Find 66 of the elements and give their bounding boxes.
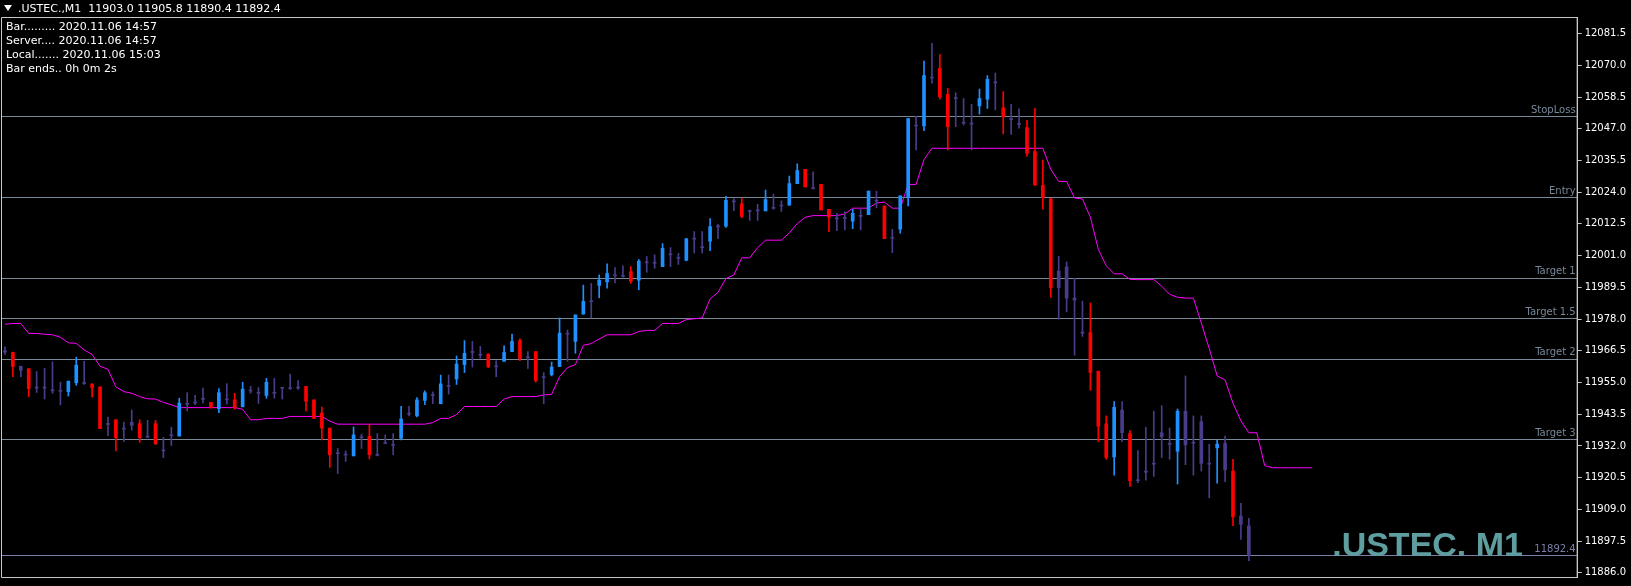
y-tick-label: 11932.0 xyxy=(1584,439,1627,451)
candlestick xyxy=(391,433,396,456)
ref-line-label: StopLoss xyxy=(1530,103,1576,115)
candlestick xyxy=(106,416,110,437)
y-tick-label: 11989.5 xyxy=(1584,280,1627,292)
candlestick xyxy=(1151,410,1156,477)
y-tick-label: 12058.5 xyxy=(1584,90,1627,102)
y-tick-label: 11943.5 xyxy=(1584,407,1627,419)
candlestick xyxy=(1144,426,1148,481)
candlestick xyxy=(1239,503,1243,540)
candlestick xyxy=(890,229,895,253)
ref-line-label: Target 1.5 xyxy=(1524,305,1576,317)
candlestick xyxy=(621,265,625,278)
candlestick xyxy=(644,256,649,273)
candlestick xyxy=(288,373,293,390)
candlestick xyxy=(613,267,617,284)
y-tick-label: 11886.0 xyxy=(1584,566,1627,578)
y-tick-label: 11966.5 xyxy=(1584,344,1627,356)
y-tick-label: 11920.5 xyxy=(1584,471,1627,483)
candlestick xyxy=(335,448,340,474)
ref-line-label: Entry xyxy=(1549,184,1576,196)
candlestick xyxy=(407,405,411,417)
annotation: Server.... 2020.11.06 14:57 xyxy=(6,34,158,48)
candlestick xyxy=(953,92,958,128)
candlestick xyxy=(747,209,752,221)
candlestick xyxy=(1215,439,1219,484)
candlestick xyxy=(129,409,134,431)
y-tick-label: 12024.0 xyxy=(1584,185,1627,197)
y-tick-label: 11955.0 xyxy=(1584,376,1627,388)
y-tick-label: 12070.0 xyxy=(1584,58,1627,70)
y-tick-label: 12012.5 xyxy=(1584,217,1627,229)
annotation: Bar ends.. 0h 0m 2s xyxy=(6,62,118,76)
candlestick xyxy=(1001,91,1006,135)
y-tick-label: 11909.0 xyxy=(1584,503,1627,515)
y-tick-label: 12035.5 xyxy=(1584,154,1627,166)
candlestick xyxy=(280,386,285,400)
candlestick xyxy=(1207,443,1212,499)
y-tick-label: 12001.0 xyxy=(1584,249,1627,261)
candlestick xyxy=(494,360,499,378)
candlestick xyxy=(1159,405,1164,458)
ref-line-label: Target 2 xyxy=(1534,346,1576,358)
candlestick xyxy=(842,211,847,231)
candlestick xyxy=(201,387,205,404)
candlestick xyxy=(700,231,704,254)
candlestick xyxy=(1017,108,1021,129)
ref-line-label: 11892.4 xyxy=(1534,542,1576,554)
annotation: Local....... 2020.11.06 15:03 xyxy=(6,48,161,62)
candlestick xyxy=(526,351,530,369)
candlestick xyxy=(811,171,815,190)
ref-line-label: Target 3 xyxy=(1534,426,1576,438)
y-tick-label: 11897.5 xyxy=(1584,534,1627,546)
y-tick-label: 11978.0 xyxy=(1584,312,1627,324)
y-tick-label: 12081.5 xyxy=(1584,27,1627,39)
chart-title: .USTEC.,M1 11903.0 11905.8 11890.4 11892.4 xyxy=(18,2,281,15)
candlestick xyxy=(1136,450,1140,483)
candlestick xyxy=(589,283,594,319)
annotation: .USTEC. M1 xyxy=(1332,525,1523,564)
candlestick xyxy=(541,372,546,405)
candlestick xyxy=(430,391,435,405)
candlestick xyxy=(1009,104,1013,135)
ref-line-label: Target 1 xyxy=(1534,265,1576,277)
candlestick xyxy=(732,198,736,211)
annotation: Bar......... 2020.11.06 14:57 xyxy=(6,20,158,34)
candlestick xyxy=(82,360,87,385)
candlestick xyxy=(185,392,190,412)
y-tick-label: 12047.0 xyxy=(1584,122,1627,134)
